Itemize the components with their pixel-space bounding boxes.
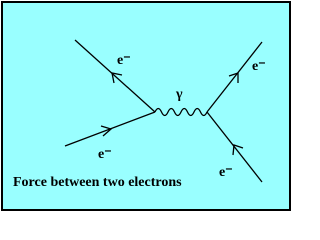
- photon-label: γ: [175, 87, 183, 102]
- caption: Force between two electrons: [13, 175, 182, 190]
- electron-label: e⁻: [117, 53, 131, 68]
- frame: [1, 1, 291, 211]
- electron-label: e⁻: [219, 165, 233, 180]
- electron-label: e⁻: [252, 59, 266, 74]
- electron-label: e⁻: [98, 147, 112, 162]
- photon-line: [154, 107, 208, 117]
- arrow: [100, 125, 113, 137]
- electron-line: [206, 41, 263, 113]
- arrow: [111, 72, 123, 84]
- electron-line: [206, 111, 263, 183]
- arrow: [228, 72, 239, 83]
- electron-line: [74, 39, 156, 113]
- diagram: γ e⁻ e⁻ e⁻ e⁻ Force between two electron…: [1, 1, 291, 211]
- arrow: [232, 144, 244, 156]
